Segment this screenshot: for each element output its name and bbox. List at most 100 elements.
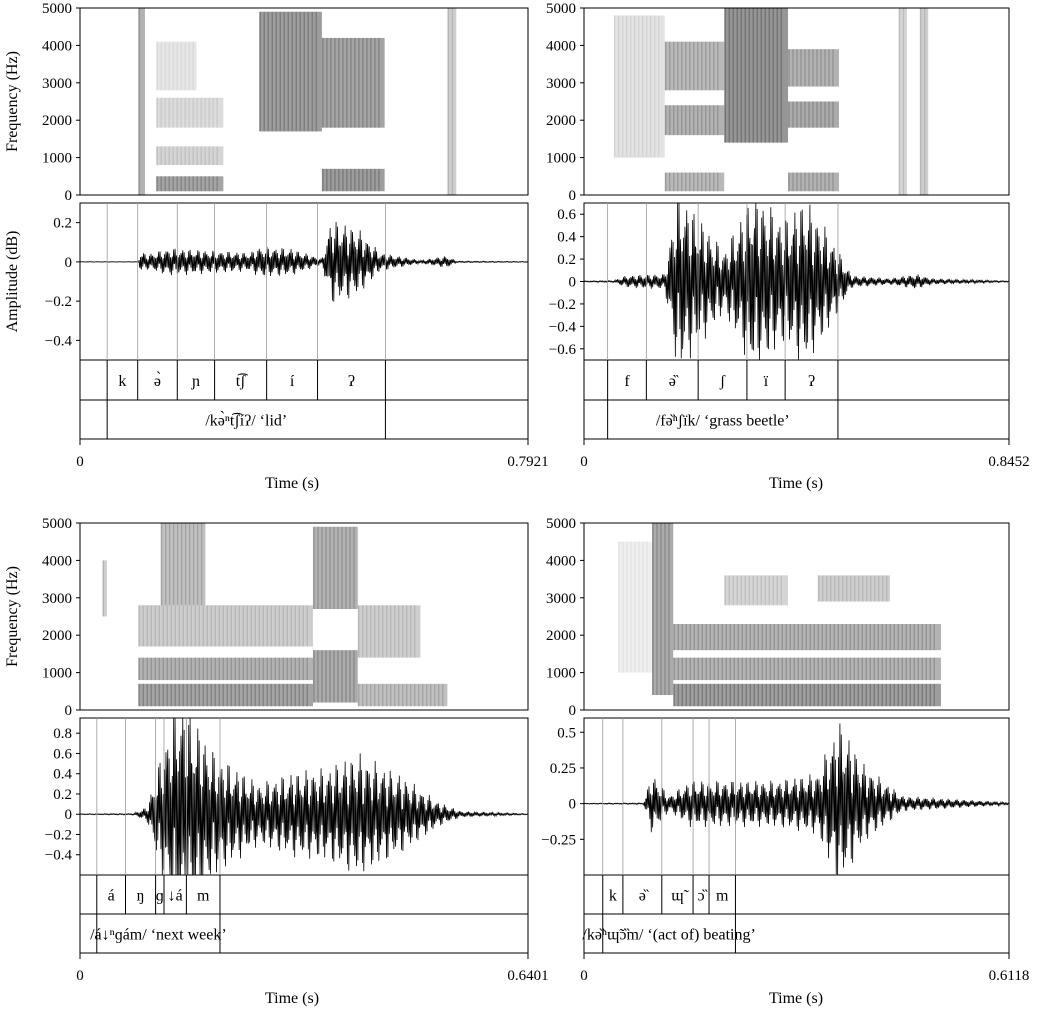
spectrogram-energy (788, 49, 839, 87)
spectrogram-energy (817, 575, 890, 602)
y-tick-label: 3000 (546, 591, 576, 607)
y-tick-label: 5000 (546, 516, 576, 532)
panel-2: 0 1000 2000 3000 4000 5000 −0.6 −0.4 −0.2 0 0.2 0.4… (546, 1, 1030, 492)
x-end-label: 0.6118 (989, 968, 1030, 984)
spectrogram-energy (312, 526, 358, 610)
spectrogram-energy (919, 8, 929, 195)
segment-label: á (108, 888, 115, 905)
word-label: /kə̀ⁿt͡ʃíʔ/ ‘lid’ (205, 410, 287, 430)
y-tick-label: 2000 (42, 113, 72, 129)
y-tick-label: 3000 (42, 76, 72, 92)
spectrogram-energy (156, 146, 224, 166)
y-tick-label: 0 (65, 703, 73, 719)
spectrogram-energy (357, 605, 421, 658)
y-tick-label: 1000 (42, 666, 72, 682)
spectrogram-energy (259, 11, 322, 132)
y-tick-label: 4000 (546, 553, 576, 569)
annotation-tiers: k ə̀ ɲ t͡ʃ í ʔ/kə̀ⁿt͡ʃíʔ/ ‘lid’ (79, 203, 529, 440)
waveform: −0.6 −0.4 −0.2 0 0.2 0.4 0.6 (549, 202, 1010, 361)
waveform-trace (583, 202, 1010, 361)
spectrogram-energy (321, 168, 385, 192)
spectrogram-energy (613, 15, 665, 158)
spectrogram-energy (102, 560, 107, 617)
segment-label: t͡ʃ (236, 372, 249, 390)
y-tick-label: 1000 (546, 666, 576, 682)
word-label: /fə̏ⁿʃïk/ ‘grass beetle’ (656, 413, 790, 430)
y-tick-label: 0.2 (53, 787, 72, 803)
spectrogram-energy (312, 650, 358, 703)
y-tick-label: −0.4 (45, 333, 73, 349)
y-tick-label: 0.4 (557, 230, 576, 246)
y-tick-label: −0.6 (549, 342, 577, 358)
spectrogram-energy (138, 683, 313, 707)
y-tick-label: −0.4 (45, 848, 73, 864)
x-end-label: 0.8452 (988, 454, 1029, 470)
x-start-label: 0 (580, 968, 588, 984)
spectrogram-energy (664, 105, 725, 136)
y-tick-label: 0 (569, 797, 577, 813)
waveform-trace (583, 723, 1010, 876)
y-axis-title: Frequency (Hz) (4, 51, 21, 152)
y-tick-label: −0.25 (541, 832, 576, 848)
y-tick-label: 0 (65, 188, 73, 204)
spectrogram-energy (138, 605, 313, 647)
y-tick-label: 1000 (546, 151, 576, 167)
y-tick-label: 0.25 (550, 761, 576, 777)
spectrogram-energy (673, 657, 941, 681)
spectrogram-energy (724, 575, 788, 606)
segment-label: ŋ (137, 888, 145, 905)
spectrogram: 0 1000 2000 3000 4000 5000 (546, 516, 1010, 719)
y-tick-label: 0 (65, 255, 73, 271)
spectrogram-energy (652, 523, 674, 696)
x-start-label: 0 (76, 968, 84, 984)
spectrogram-energy (138, 657, 313, 681)
y-tick-label: 0.5 (557, 725, 576, 741)
y-tick-label: 5000 (546, 1, 576, 17)
segment-label: ʃ (719, 373, 726, 390)
annotation-tiers: f ə̏ ʃ ï ʔ/fə̏ⁿʃïk/ ‘grass beetle’ (583, 203, 1010, 440)
y-tick-label: −0.2 (549, 297, 576, 313)
y-tick-label: 0.6 (557, 207, 576, 223)
waveform: −0.25 0 0.25 0.5 (541, 717, 1010, 876)
x-axis: 0 0.8452 Time (s) (580, 439, 1030, 492)
y-tick-label: 3000 (42, 591, 72, 607)
x-axis-title: Time (s) (769, 990, 823, 1007)
y-tick-label: 5000 (42, 1, 72, 17)
spectrogram: 0 1000 2000 3000 4000 5000 (546, 1, 1010, 204)
waveform-frame (79, 202, 529, 361)
spectrogram-energy (156, 97, 224, 128)
x-axis: 0 0.6118 Time (s) (580, 953, 1029, 1007)
y-tick-label: −0.4 (549, 319, 577, 335)
y-tick-label: 0.2 (53, 216, 72, 232)
x-axis: 0 0.6401 Time (s) (76, 953, 549, 1007)
waveform-trace (79, 221, 529, 302)
x-axis: 0 0.7921 Time (s) (76, 439, 549, 492)
y-tick-label: 2000 (546, 113, 576, 129)
spectrogram-frame (583, 522, 1010, 711)
segment-label: í (290, 373, 295, 390)
segment-label: m (197, 888, 210, 905)
spectrogram: 0 1000 2000 3000 4000 5000 Frequency (Hz) (4, 516, 529, 719)
segment-label: ə̀ (154, 370, 161, 390)
spectrogram-energy (788, 172, 839, 192)
panel-4: 0 1000 2000 3000 4000 5000 −0.25 0 0.25 0.5 k ə̏ ɰ̃ ɔ… (541, 516, 1029, 1007)
annotation-tiers: á ŋ ɡ ↓á m/á↓ⁿɡám/ ‘next week’ (79, 718, 529, 954)
spectrogram-frame (79, 7, 529, 196)
spectrogram-energy (357, 683, 448, 707)
y-tick-label: 3000 (546, 76, 576, 92)
y-tick-label: 4000 (42, 553, 72, 569)
y-tick-label: 2000 (42, 628, 72, 644)
segment-label: ↓á (168, 888, 183, 905)
spectrogram-energy (618, 541, 652, 673)
spectrogram-energy (724, 8, 788, 143)
y-tick-label: 0 (569, 188, 577, 204)
segment-label: ʔ (808, 373, 815, 390)
segment-label: f (624, 373, 630, 390)
segment-label: k (609, 888, 617, 905)
spectrogram-frame (79, 522, 529, 711)
segment-label: ɔ̏ (697, 888, 707, 905)
y-tick-label: 0 (65, 807, 73, 823)
spectrogram-energy (321, 37, 385, 128)
segment-label: ʔ (348, 373, 355, 390)
